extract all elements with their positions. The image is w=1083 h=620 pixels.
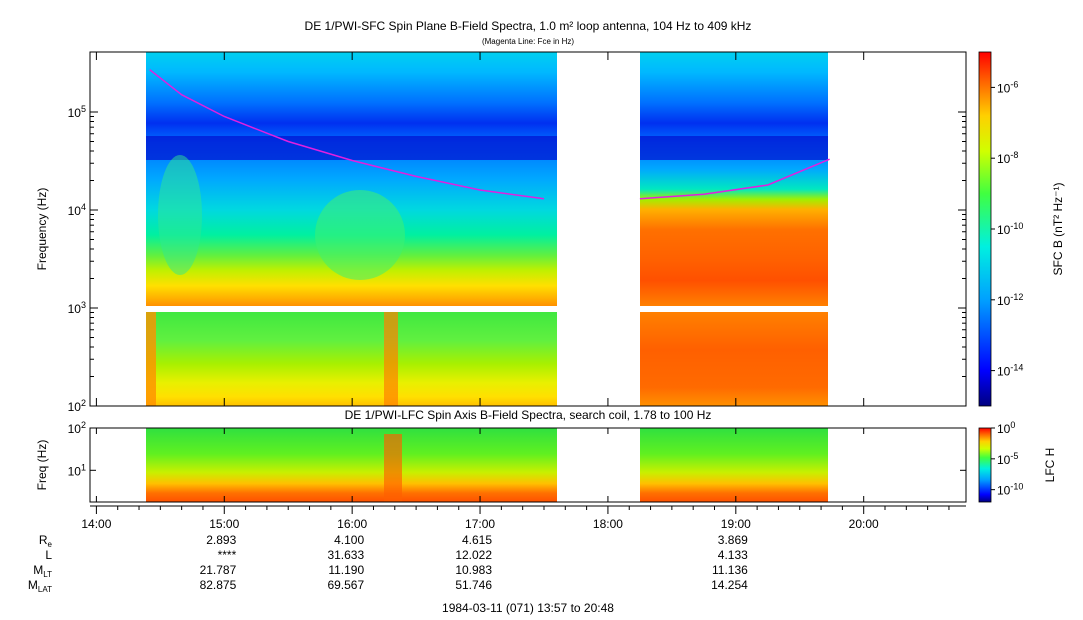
ephemeris-value: 11.190 [328,563,364,577]
footer-date: 1984-03-11 (071) 13:57 to 20:48 [442,601,614,615]
spectrogram-title: DE 1/PWI-SFC Spin Plane B-Field Spectra,… [305,19,752,33]
sfc-colorbar [978,51,992,407]
ephemeris-value: 51.746 [455,578,492,592]
ephemeris-value: 10.983 [455,563,492,577]
lfc-colorbar-tick-label: 10-5 [997,451,1018,467]
sfc-block-2-lower [640,312,828,406]
sfc-y-tick-label: 105 [68,104,86,120]
sfc-colorbar-label: SFC B (nT² Hz⁻¹) [1051,183,1065,276]
lfc-title: DE 1/PWI-LFC Spin Axis B-Field Spectra, … [345,408,712,422]
ephemeris-value: 4.615 [462,533,492,547]
ephemeris-value: 2.893 [206,533,236,547]
time-tick-label: 20:00 [849,517,879,531]
lfc-block-2 [640,428,828,502]
sfc-dark-band-2 [640,136,828,160]
lfc-colorbar-ticks: 100 10-5 10-10 [991,420,1023,498]
ephemeris-value: 3.869 [718,533,748,547]
sfc-y-tick-label: 102 [68,398,86,414]
ephemeris-value: 11.136 [712,563,748,577]
sfc-block-2-upper [640,52,828,306]
ephemeris-value: 69.567 [327,578,364,592]
sfc-block-1-lower [146,312,557,406]
time-tick-label: 16:00 [337,517,367,531]
lfc-y-axis-label: Freq (Hz) [35,440,49,491]
ephemeris-value: 21.787 [200,563,237,577]
lfc-panel-frame [89,427,967,503]
sfc-y-axis: 102 103 104 105 [68,104,966,414]
lfc-y-axis: 101 102 [68,420,966,478]
sfc-spike [384,312,398,406]
sfc-colorbar-tick-label: 10-12 [997,292,1023,308]
sfc-colorbar-tick-label: 10-8 [997,150,1018,166]
spectrogram-subtitle: (Magenta Line: Fce in Hz) [482,37,574,46]
time-axis: 14:00 15:00 16:00 17:00 18:00 19:00 20:00 [81,52,966,531]
ephemeris-value: 4.133 [718,548,748,562]
time-tick-label: 14:00 [81,517,111,531]
lfc-y-tick-label: 102 [68,420,86,436]
sfc-colorbar-tick-label: 10-14 [997,363,1023,379]
time-tick-label: 17:00 [465,517,495,531]
ephemeris-row-label: MLAT [28,578,52,594]
time-tick-label: 19:00 [721,517,751,531]
time-tick-label: 15:00 [209,517,239,531]
sfc-panel-frame [89,51,967,407]
sfc-y-tick-label: 103 [68,300,86,316]
lfc-colorbar-tick-label: 100 [997,420,1015,436]
sfc-colorbar-tick-label: 10-6 [997,79,1018,95]
ephemeris-row-label: MLT [33,563,52,579]
ephemeris-table: Re 2.893 4.100 4.615 3.869 L **** 31.633 12.022 4… [28,533,748,594]
sfc-emission-early [158,155,202,275]
time-tick-label: 18:00 [593,517,623,531]
sfc-edge-left [146,312,156,406]
lfc-colorbar-tick-label: 10-10 [997,482,1023,498]
sfc-spectrogram [146,52,828,406]
sfc-colorbar-tick-label: 10-10 [997,221,1023,237]
lfc-burst [384,434,402,502]
sfc-y-tick-label: 104 [68,202,86,218]
lfc-spectrogram [146,428,828,502]
ephemeris-value: **** [218,548,237,562]
lfc-block-1 [146,428,557,502]
sfc-y-axis-label: Frequency (Hz) [35,188,49,271]
ephemeris-value: 4.100 [334,533,364,547]
ephemeris-value: 31.633 [327,548,364,562]
ephemeris-row-label: Re [39,533,53,549]
lfc-colorbar [978,427,992,503]
sfc-dark-band [146,136,557,160]
ephemeris-row-label: L [45,548,52,562]
sfc-emission-burst [315,190,405,280]
ephemeris-value: 82.875 [200,578,237,592]
ephemeris-value: 14.254 [711,578,748,592]
fce-magenta-line [149,69,830,200]
sfc-colorbar-ticks: 10-6 10-8 10-10 10-12 10-14 [991,79,1023,379]
lfc-colorbar-label: LFC H [1043,448,1057,483]
lfc-y-tick-label: 101 [68,462,86,478]
ephemeris-value: 12.022 [455,548,492,562]
